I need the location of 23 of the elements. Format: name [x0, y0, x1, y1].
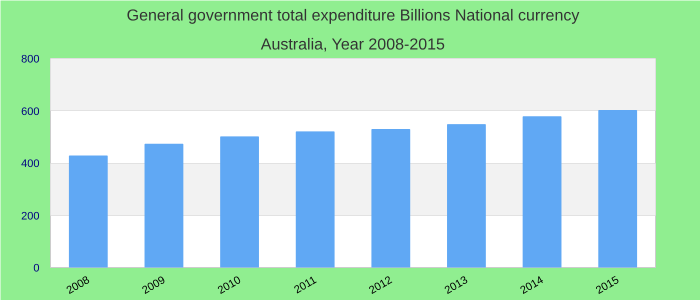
bar: [68, 155, 108, 268]
x-tick-label: 2015: [594, 274, 622, 297]
bar: [598, 110, 638, 268]
x-tick-label: 2012: [367, 274, 394, 297]
x-tick-label: 2008: [64, 274, 92, 297]
x-tick-label: 2013: [442, 274, 470, 297]
x-tick-label: 2014: [518, 274, 546, 297]
bar: [522, 116, 562, 268]
x-tick-label: 2011: [292, 274, 319, 296]
y-tick-label: 400: [21, 158, 40, 170]
y-tick-label: 200: [21, 210, 40, 222]
bar: [220, 136, 259, 268]
x-tick-label: 2010: [216, 274, 244, 297]
bar: [447, 124, 486, 268]
chart-title: General government total expenditure Billions National currency: [126, 8, 580, 24]
bar: [296, 131, 335, 268]
chart-subtitle: Australia, Year 2008-2015: [260, 36, 446, 54]
y-tick-label: 800: [21, 54, 40, 66]
y-tick-label: 600: [21, 106, 40, 118]
x-tick-label: 2009: [140, 274, 168, 297]
y-tick-label: 0: [33, 262, 40, 274]
bar: [371, 129, 410, 268]
bar: [144, 144, 184, 268]
